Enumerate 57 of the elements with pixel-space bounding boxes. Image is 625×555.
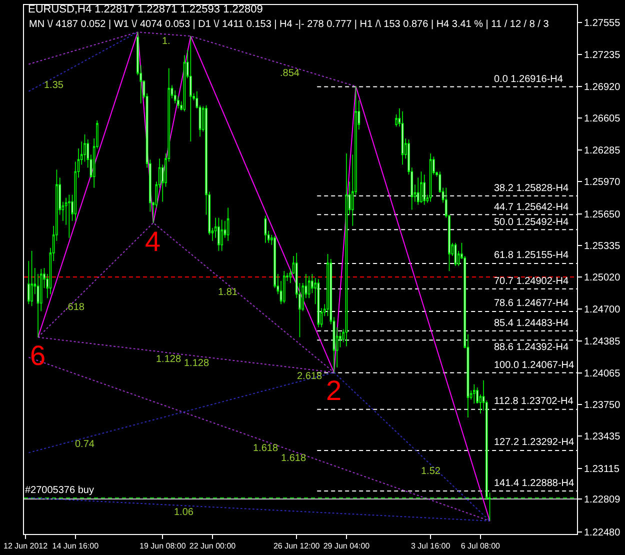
ref-line-label: 70.7 1.24902-H4	[494, 276, 569, 287]
annotation: 1.618	[253, 443, 278, 454]
y-tick-label: 1.26920	[584, 82, 621, 93]
annotation: 1.35	[44, 80, 64, 91]
x-tick-label: 29 Jun 04:00	[323, 542, 370, 551]
ref-line-label: 50.0 1.25492-H4	[494, 217, 569, 228]
ref-line-label: 61.8 1.25155-H4	[494, 250, 569, 261]
annotation: 0.74	[75, 439, 95, 450]
text: MN \/ 4187 0.052 | W1 \/ 4074 0.053 | D1 \/ 1411 0.153 | H4 -|- 278 0.777 | H1 /\ 153 0.876 | H4 3.41 % | 11 / 12 / 8 / 3	[29, 19, 550, 30]
x-tick-label: 26 Jun 12:00	[273, 542, 320, 551]
y-tick-label: 1.24700	[584, 304, 621, 316]
annotation: 4	[145, 226, 161, 257]
x-tick-label: 14 Jun 16:00	[52, 542, 100, 551]
y-tick-label: 1.27235	[584, 50, 621, 62]
y-tick-label: 1.25970	[584, 177, 621, 188]
annotation: .618	[65, 302, 85, 313]
annotation: 1.81	[218, 287, 238, 298]
annotation: 1.52	[421, 466, 441, 477]
annotation: 1.	[162, 36, 170, 47]
y-tick-label: 1.23750	[584, 400, 621, 412]
y-tick-label: 1.25335	[584, 240, 621, 252]
y-tick-label: 1.27555	[584, 18, 621, 30]
y-tick-label: 1.26605	[584, 113, 621, 124]
chart-title: EURUSD,H4 1.22817 1.22871 1.22593 1.22809	[28, 4, 263, 16]
y-tick-label: 1.25020	[584, 272, 621, 284]
annotation: 1.128	[184, 358, 210, 369]
ref-line-label: 85.4 1.24483-H4	[494, 318, 569, 329]
y-tick-label: 1.24385	[584, 336, 621, 348]
x-tick-label: 22 Jun 00:00	[189, 542, 236, 551]
ref-line-label: 88.6 1.24392-H4	[494, 342, 569, 353]
x-tick-label: 3 Jul 16:00	[411, 542, 451, 551]
y-tick-label: 1.24065	[584, 368, 621, 380]
ref-line-label: 112.8 1.23702-H4	[494, 396, 574, 407]
ref-line-label: 100.0 1.24067-H4	[494, 360, 574, 371]
ref-line-label: 38.2 1.25828-H4	[494, 183, 569, 194]
y-tick-label: 1.22809	[584, 494, 621, 506]
ref-line-label: 44.7 1.25642-H4	[494, 202, 569, 213]
annotation: #27005376 buy	[25, 485, 94, 496]
ref-line-label: 127.2 1.23292-H4	[494, 437, 574, 448]
x-tick-label: 6 Jul 08:00	[460, 542, 501, 551]
annotation: .854	[280, 68, 300, 79]
ref-line-label: 78.6 1.24677-H4	[494, 298, 569, 309]
annotation: 2.618	[297, 371, 322, 382]
ref-line-label: 0.0 1.26916-H4	[494, 74, 564, 85]
annotation: 1.618	[281, 453, 306, 464]
x-tick-label: 19 Jun 08:00	[140, 542, 186, 551]
annotation: 6	[30, 340, 46, 371]
annotation: 1.128	[156, 354, 182, 365]
y-tick-label: 1.23435	[584, 432, 621, 443]
annotation: 1.06	[174, 507, 194, 518]
y-tick-label: 1.26285	[584, 146, 621, 157]
annotation: 2	[326, 375, 342, 406]
y-tick-label: 1.23115	[584, 464, 620, 475]
y-tick-label: 1.22480	[584, 527, 621, 538]
y-tick-label: 1.25650	[584, 209, 621, 220]
x-tick-label: 12 Jun 2012	[4, 542, 48, 551]
ref-line-label: 141.4 1.22888-H4	[494, 478, 574, 489]
